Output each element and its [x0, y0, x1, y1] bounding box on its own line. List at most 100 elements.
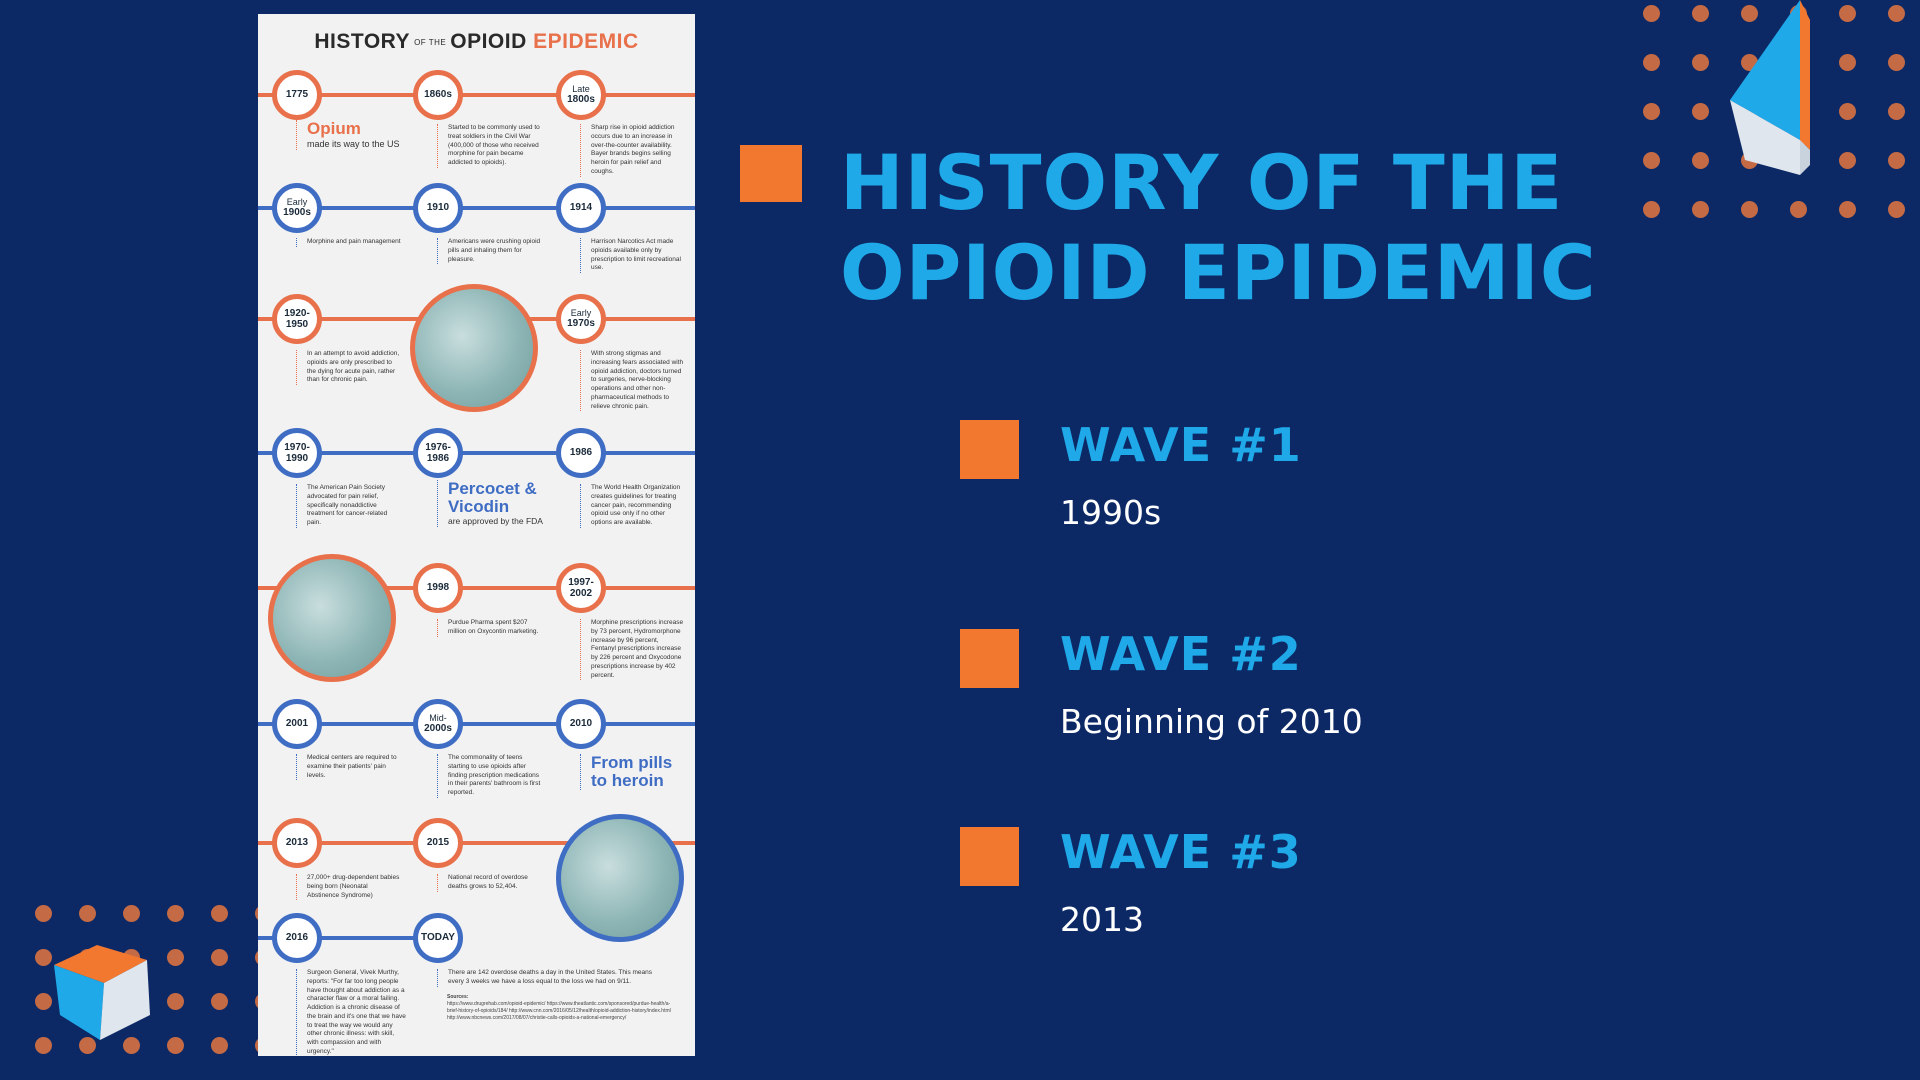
decorative-dot — [123, 1037, 140, 1054]
timeline-node-today: TODAY — [413, 913, 463, 963]
wave-1-bullet — [960, 420, 1019, 479]
decorative-dot — [211, 1037, 228, 1054]
timeline-node-2015: 2015 — [413, 818, 463, 868]
title-bullet-square — [740, 145, 802, 202]
decorative-dot — [167, 993, 184, 1010]
decorative-dot — [1888, 103, 1905, 120]
note-1920-1950: In an attempt to avoid addiction, opioid… — [296, 350, 401, 386]
decorative-dot — [1888, 152, 1905, 169]
timeline-node-2013: 2013 — [272, 818, 322, 868]
decorative-dot — [35, 1037, 52, 1054]
decorative-dot — [1692, 152, 1709, 169]
title-history: HISTORY — [314, 30, 411, 53]
cube-graphic-top-right — [1730, 0, 1810, 175]
decorative-dot — [35, 993, 52, 1010]
decorative-dot — [1643, 54, 1660, 71]
decorative-dot — [211, 905, 228, 922]
timeline-node-1970-1990: 1970- 1990 — [272, 428, 322, 478]
note-early-1900s: Morphine and pain management — [296, 238, 401, 247]
decorative-dot — [1888, 5, 1905, 22]
sources-list: Sources: https://www.drugrehab.com/opioi… — [447, 994, 671, 1021]
timeline-node-2001: 2001 — [272, 699, 322, 749]
timeline-node-1910: 1910 — [413, 183, 463, 233]
decorative-dot — [1839, 201, 1856, 218]
timeline-line — [258, 93, 695, 97]
decorative-dot — [1839, 152, 1856, 169]
decorative-dot — [1692, 5, 1709, 22]
decorative-dot — [211, 949, 228, 966]
opium-note: Opium made its way to the US — [296, 120, 427, 150]
timeline-node-late-1800s: Late 1800s — [556, 70, 606, 120]
decorative-dot — [123, 905, 140, 922]
decorative-dot — [1692, 54, 1709, 71]
timeline-node-1914: 1914 — [556, 183, 606, 233]
decorative-dot — [1790, 201, 1807, 218]
note-2015: National record of overdose deaths grows… — [437, 874, 542, 892]
decorative-dot — [1643, 201, 1660, 218]
note-2013: 27,000+ drug-dependent babies being born… — [296, 874, 401, 901]
wave-1-label: WAVE #1 — [1060, 418, 1302, 472]
title-of-the: OF THE — [414, 37, 447, 47]
decorative-dot — [211, 993, 228, 1010]
timeline-node-mid-2000s: Mid- 2000s — [413, 699, 463, 749]
note-1914: Harrison Narcotics Act made opioids avai… — [580, 238, 685, 274]
note-1998: Purdue Pharma spent $207 million on Oxyc… — [437, 619, 542, 637]
wave-2-label: WAVE #2 — [1060, 627, 1302, 681]
timeline-node-1976-1986: 1976- 1986 — [413, 428, 463, 478]
note-1986: The World Health Organization creates gu… — [580, 484, 685, 528]
note-2016: Surgeon General, Vivek Murthy, reports: … — [296, 969, 407, 1056]
percocet-note: Percocet & Vicodin are approved by the F… — [437, 480, 548, 528]
page-title: HISTORY OF THE OPIOID EPIDEMIC — [840, 138, 1597, 317]
timeline-node-2010: 2010 — [556, 699, 606, 749]
decorative-dot — [1888, 201, 1905, 218]
decorative-dot — [1888, 54, 1905, 71]
decorative-dot — [1643, 5, 1660, 22]
heroin-note: From pills to heroin — [580, 754, 681, 790]
timeline-line — [258, 206, 695, 210]
decorative-dot — [167, 949, 184, 966]
timeline-node-early-1970s: Early 1970s — [556, 294, 606, 344]
wave-3-label: WAVE #3 — [1060, 825, 1302, 879]
note-today: There are 142 overdose deaths a day in t… — [437, 969, 668, 987]
note-late-1800s: Sharp rise in opioid addiction occurs du… — [580, 124, 685, 177]
timeline-node-1860s: 1860s — [413, 70, 463, 120]
decorative-dot — [79, 1037, 96, 1054]
wave-3-bullet — [960, 827, 1019, 886]
wave-2-period: Beginning of 2010 — [1060, 702, 1363, 741]
decorative-dot — [1741, 201, 1758, 218]
title-epidemic: EPIDEMIC — [533, 30, 639, 53]
timeline-node-1998: 1998 — [413, 563, 463, 613]
timeline-line — [258, 936, 418, 940]
timeline-line — [258, 451, 695, 455]
timeline-node-1997-2002: 1997- 2002 — [556, 563, 606, 613]
decorative-dot — [1839, 54, 1856, 71]
decorative-dot — [1692, 201, 1709, 218]
decorative-dot — [1741, 5, 1758, 22]
decorative-dot — [167, 905, 184, 922]
timeline-node-2016: 2016 — [272, 913, 322, 963]
note-1860s: Started to be commonly used to treat sol… — [437, 124, 542, 168]
decorative-dot — [35, 949, 52, 966]
title-opioid: OPIOID — [450, 30, 527, 53]
decorative-dot — [1839, 103, 1856, 120]
timeline-line — [258, 841, 695, 845]
wave-2-bullet — [960, 629, 1019, 688]
photo-person-sitting — [410, 284, 538, 412]
timeline-line — [258, 586, 695, 590]
note-early-1970s: With strong stigmas and increasing fears… — [580, 350, 685, 412]
photo-hand-with-pills — [268, 554, 396, 682]
note-1997-2002: Morphine prescriptions increase by 73 pe… — [580, 619, 685, 681]
decorative-dot — [1643, 152, 1660, 169]
timeline-line — [258, 722, 695, 726]
note-1970-1990: The American Pain Society advocated for … — [296, 484, 401, 528]
timeline-node-1920-1950: 1920- 1950 — [272, 294, 322, 344]
decorative-dot — [167, 1037, 184, 1054]
timeline-node-1986: 1986 — [556, 428, 606, 478]
infographic-title: HISTORY OF THE OPIOID EPIDEMIC — [258, 30, 695, 54]
decorative-dot — [35, 905, 52, 922]
decorative-dot — [1692, 103, 1709, 120]
note-mid-2000s: The commonality of teens starting to use… — [437, 754, 542, 798]
wave-3-period: 2013 — [1060, 900, 1144, 939]
decorative-dot — [79, 905, 96, 922]
decorative-dot — [1643, 103, 1660, 120]
